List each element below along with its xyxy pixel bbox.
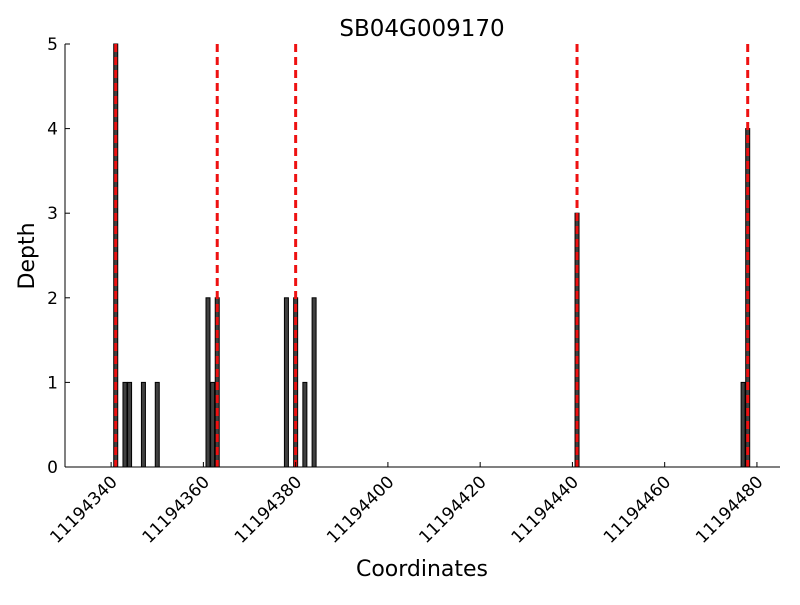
y-tick-label: 0 [47,458,58,478]
depth-bar [127,381,133,468]
x-tick-label: 11194340 [46,472,121,547]
depth-bar [140,381,146,468]
chart-title: SB04G009170 [339,16,504,42]
x-axis-label: Coordinates [356,557,488,582]
reference-lines-layer [114,44,750,467]
y-tick-label: 1 [47,373,58,393]
x-tick-label: 11194480 [692,472,767,547]
depth-bar [205,297,211,468]
axes-layer [64,44,780,468]
y-tick-label: 2 [47,289,58,309]
depth-bar [283,297,289,468]
x-tick-label: 11194380 [231,472,306,547]
bars-layer [113,43,751,468]
depth-bar [154,381,160,468]
y-tick-label: 4 [47,120,58,140]
depth-bar [210,381,216,468]
x-tick-label: 11194420 [415,472,490,547]
x-tick-label: 11194460 [600,472,675,547]
x-tick-label: 11194400 [323,472,398,547]
depth-bar [311,297,317,468]
depth-bar [122,381,128,468]
depth-bar [302,381,308,468]
x-tick-label: 11194360 [139,472,214,547]
y-tick-label: 3 [47,204,58,224]
y-tick-label: 5 [47,35,58,55]
y-axis-label: Depth [15,222,40,289]
depth-bar [740,381,746,468]
x-tick-label: 11194440 [508,472,583,547]
